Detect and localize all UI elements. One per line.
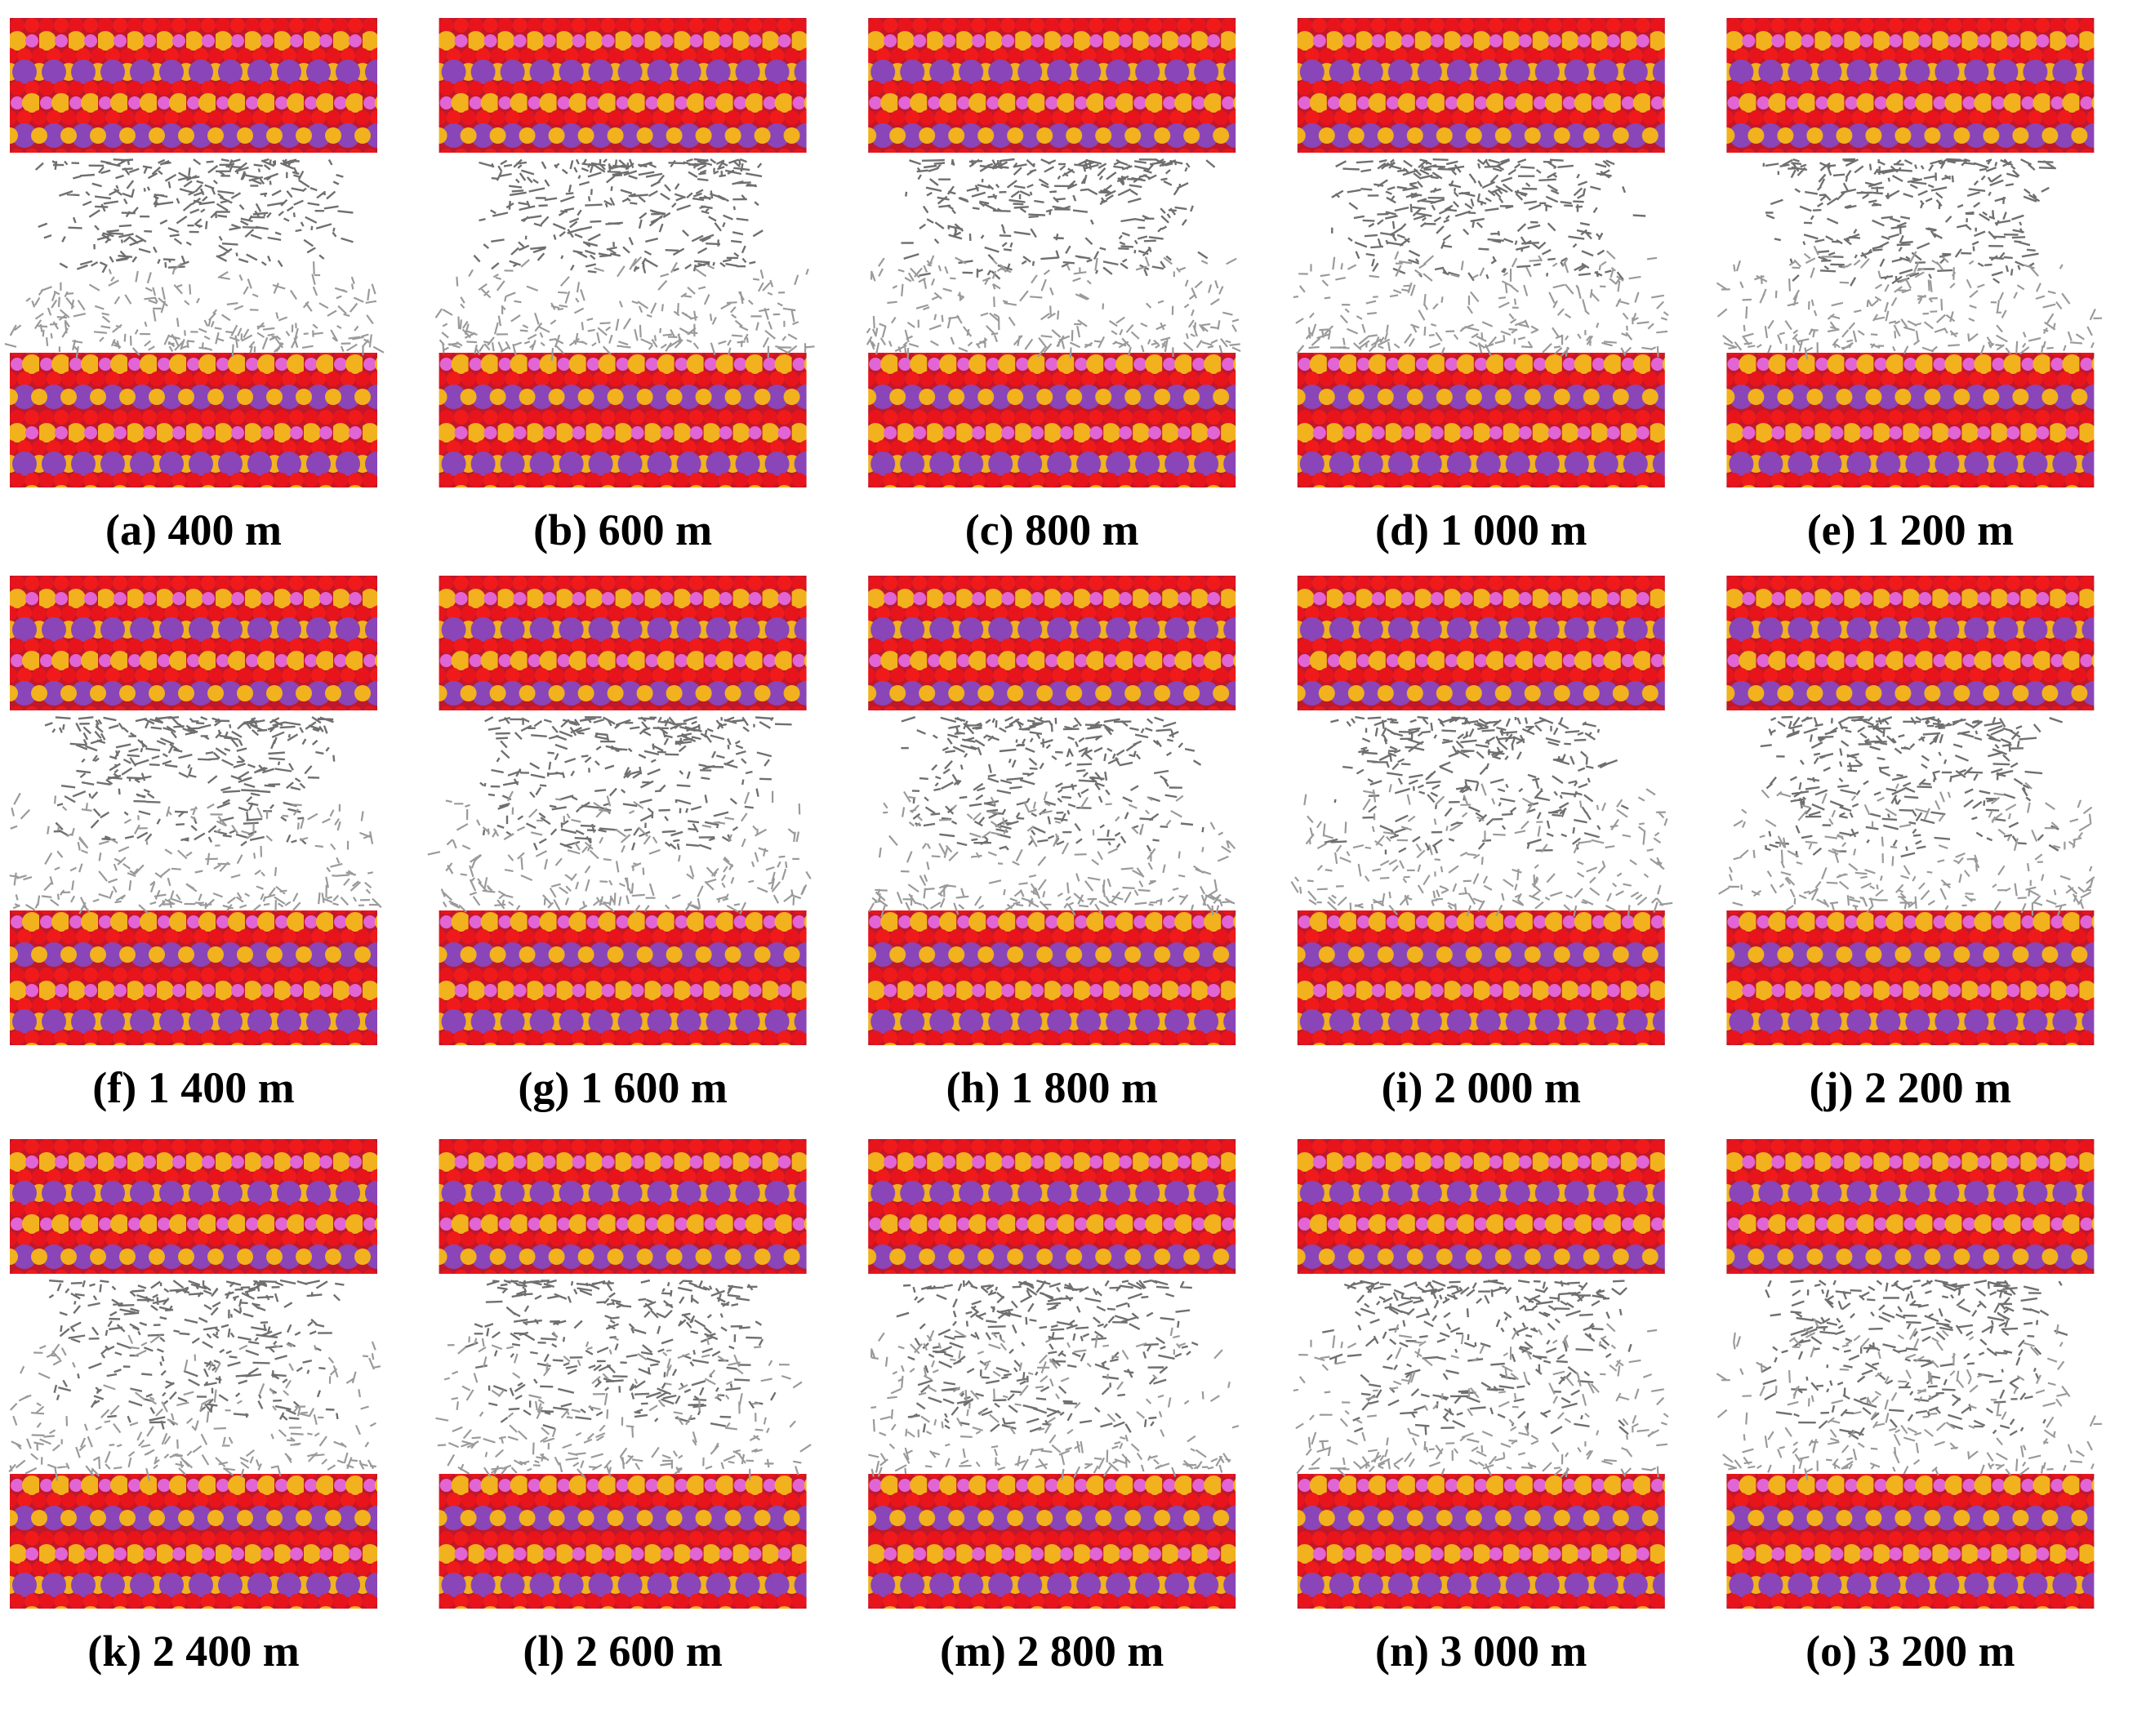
panel-label: (a) 400 m [105,505,282,554]
free-molecules [866,255,1241,360]
free-molecules [868,1327,1240,1480]
bottom-slab [1297,353,1665,487]
snapshot-panel [1716,1139,2103,1609]
top-slab [1726,18,2095,153]
adsorbed-molecules [896,1279,1199,1433]
bottom-slab [439,353,807,487]
adsorbed-molecules [479,716,792,851]
free-molecules [427,790,812,915]
top-slab [868,576,1236,710]
top-slab [10,1139,377,1274]
free-molecules [1716,245,2103,360]
bottom-slab [868,910,1236,1045]
adsorbed-molecules [34,158,354,274]
adsorbed-molecules [464,1279,777,1430]
bottom-slab [1297,910,1665,1045]
snapshot-panel [434,18,815,487]
panel-label: (f) 1 400 m [92,1063,294,1112]
snapshot-panel [9,576,382,1045]
free-molecules [9,792,382,915]
adsorbed-molecules [901,158,1216,280]
panel-label: (e) 1 200 m [1807,505,2014,554]
panel-label: (n) 3 000 m [1375,1627,1587,1676]
panel-label: (m) 2 800 m [940,1627,1164,1676]
top-slab [1726,1139,2095,1274]
bottom-slab [1726,1474,2095,1609]
top-slab [868,1139,1236,1274]
top-slab [1297,18,1665,153]
free-molecules [1293,1323,1669,1479]
panel-label: (c) 800 m [965,505,1139,554]
adsorbed-molecules [44,715,336,847]
free-molecules [1290,783,1673,918]
snapshot-panel [1716,18,2103,487]
adsorbed-molecules [48,1279,345,1430]
free-molecules [435,1331,812,1480]
panel-label: (l) 2 600 m [523,1627,722,1676]
snapshot-panel [4,18,385,487]
free-molecules [4,261,385,359]
adsorbed-molecules [473,158,764,274]
bottom-slab [10,1474,377,1609]
adsorbed-molecules [1762,158,2056,287]
free-molecules [434,256,815,361]
top-slab [439,576,807,710]
free-molecules [868,790,1236,918]
bottom-slab [439,910,807,1045]
snapshot-panel [8,1139,381,1609]
snapshot-panel [1290,576,1673,1045]
snapshot-panel [1293,18,1669,487]
bottom-slab [1297,1474,1665,1609]
snapshot-panel [1293,1139,1669,1609]
adsorbed-molecules [901,716,1204,852]
top-slab [10,576,377,710]
top-slab [10,18,377,153]
panel-label: (b) 600 m [533,505,712,554]
snapshot-panel [868,1139,1240,1609]
bottom-slab [10,910,377,1045]
adsorbed-molecules [1331,158,1646,282]
panel-label: (g) 1 600 m [518,1063,727,1112]
bottom-slab [439,1474,807,1609]
top-slab [868,18,1236,153]
free-molecules [8,1334,381,1481]
snapshot-panel [427,576,812,1045]
adsorbed-molecules [1761,1279,2068,1440]
adsorbed-molecules [1760,715,2063,858]
panel-label: (j) 2 200 m [1810,1063,2011,1112]
panel-label: (h) 1 800 m [946,1063,1157,1112]
adsorbed-molecules [1324,715,1629,855]
top-slab [1297,1139,1665,1274]
free-molecules [1716,1318,2103,1481]
panel-label: (d) 1 000 m [1375,505,1587,554]
adsorbed-molecules [1322,1279,1632,1436]
panel-label: (o) 3 200 m [1805,1627,2015,1676]
free-molecules [1718,781,2095,917]
top-slab [1297,576,1665,710]
snapshot-panel [1718,576,2095,1045]
top-slab [439,1139,807,1274]
bottom-slab [1726,910,2095,1045]
bottom-slab [1726,353,2095,487]
bottom-slab [868,1474,1236,1609]
top-slab [1726,576,2095,710]
panel-label: (k) 2 400 m [87,1627,299,1676]
snapshot-panel [435,1139,812,1609]
snapshot-panel [866,18,1241,487]
bottom-slab [868,353,1236,487]
free-molecules [1293,250,1669,358]
snapshot-panel [868,576,1236,1045]
panel-label: (i) 2 000 m [1382,1063,1581,1112]
top-slab [439,18,807,153]
bottom-slab [10,353,377,487]
